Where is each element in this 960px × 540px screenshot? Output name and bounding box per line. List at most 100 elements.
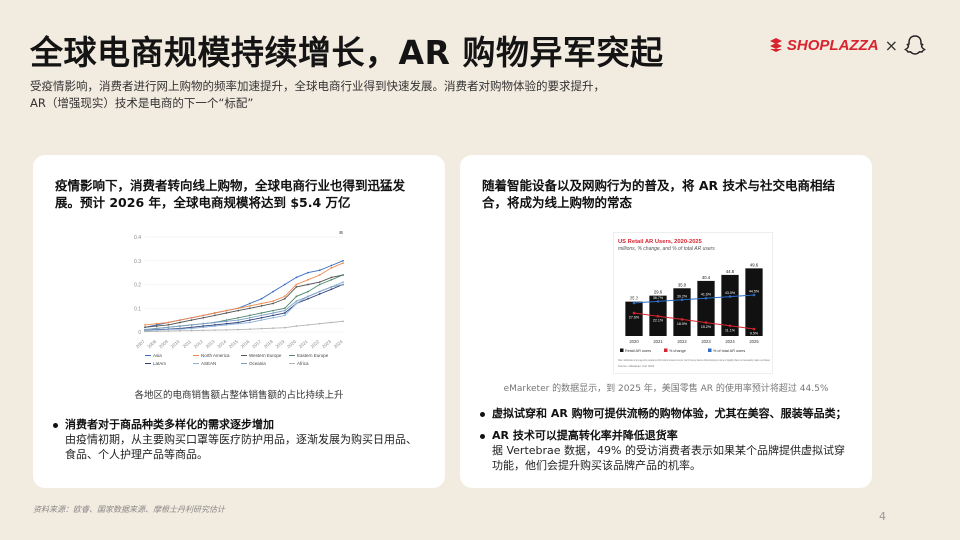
data-point xyxy=(248,302,251,305)
data-point xyxy=(330,288,333,291)
data-point xyxy=(295,285,298,288)
y-tick-label: 0.2 xyxy=(134,283,141,289)
x-tick-label: 2016 xyxy=(240,339,251,350)
x-tick-label: 2013 xyxy=(205,339,216,350)
legend-swatch xyxy=(620,348,624,352)
brand-name: SHOPLAZZA xyxy=(786,36,879,54)
data-point xyxy=(318,290,321,293)
data-point xyxy=(202,326,205,329)
series-line xyxy=(144,262,344,326)
y-tick-label: 0 xyxy=(138,330,141,336)
series-line xyxy=(144,284,344,331)
pct-total-label: 34.5% xyxy=(629,298,640,302)
chart-menu-icon: ≡ xyxy=(339,230,343,237)
bar-value-label: 25.2 xyxy=(630,296,639,301)
data-point xyxy=(272,302,275,305)
bar-chart-title: US Retail AR Users, 2020-2025 xyxy=(618,239,703,245)
data-point xyxy=(225,309,228,312)
bar-value-label: 44.8 xyxy=(726,269,735,274)
series-line xyxy=(144,284,344,332)
data-point xyxy=(330,266,333,269)
data-point xyxy=(237,316,240,319)
pct-total-label: 44.5% xyxy=(749,290,760,294)
y-tick-label: 0.4 xyxy=(134,235,141,241)
data-point xyxy=(167,330,170,332)
data-point xyxy=(342,259,344,262)
pct-change-label: 9.5% xyxy=(750,332,759,336)
data-point xyxy=(202,316,205,319)
right-bullet-2: AR 技术可以提高转化率并降低退货率 据 Vertebrae 数据，49% 的受… xyxy=(480,428,852,473)
bar-value-label: 40.4 xyxy=(702,275,711,280)
pct-change-point xyxy=(680,318,684,321)
data-point xyxy=(179,321,181,324)
data-point xyxy=(295,276,298,279)
x-tick-label: 2020 xyxy=(629,339,639,344)
data-point xyxy=(260,316,263,319)
data-point xyxy=(248,314,251,317)
x-tick-label: 2008 xyxy=(146,339,157,350)
legend-label: Africa xyxy=(297,361,309,366)
right-chart-caption: eMarketer 的数据显示，到 2025 年，美国零售 AR 的使用率预计将… xyxy=(503,384,829,394)
x-tick-label: 2019 xyxy=(275,339,286,350)
data-point xyxy=(330,276,333,279)
pct-change-point xyxy=(752,327,756,331)
data-point xyxy=(155,325,158,327)
data-point xyxy=(342,262,344,265)
data-point xyxy=(342,283,344,286)
data-point xyxy=(318,274,321,276)
x-tick-label: 2018 xyxy=(263,339,274,350)
data-point xyxy=(248,321,251,324)
data-point xyxy=(260,297,263,300)
data-point xyxy=(330,285,333,288)
bar-value-label: 35.0 xyxy=(678,282,687,287)
x-tick-label: 2014 xyxy=(216,339,227,350)
data-point xyxy=(330,278,333,281)
data-point xyxy=(260,314,263,317)
data-point xyxy=(225,312,228,314)
y-tick-label: 0.3 xyxy=(134,259,141,265)
data-point xyxy=(283,297,286,300)
brand-lockup: SHOPLAZZA × xyxy=(768,34,926,56)
pct-change-label: 22.1% xyxy=(653,319,664,323)
data-point xyxy=(179,328,181,331)
pct-total-label: 39.2% xyxy=(677,294,688,298)
data-point xyxy=(272,314,275,317)
bullet-dot-icon xyxy=(53,423,58,428)
data-point xyxy=(283,295,286,298)
data-point xyxy=(179,319,181,322)
data-point xyxy=(155,327,158,330)
data-point xyxy=(237,328,240,331)
shoplazza-logo: SHOPLAZZA xyxy=(768,37,879,54)
x-tick-label: 2023 xyxy=(321,339,332,350)
data-point xyxy=(248,316,251,319)
data-point xyxy=(237,309,240,312)
data-point xyxy=(295,302,298,305)
us-retail-ar-bar-chart: US Retail AR Users, 2020-2025 millions, %… xyxy=(613,232,773,374)
bar-value-label: 49.6 xyxy=(750,262,759,267)
left-card: 疫情影响下，消费者转向线上购物，全球电商行业也得到迅猛发展。预计 2026 年，… xyxy=(33,155,445,488)
data-point xyxy=(272,300,275,303)
x-tick-label: 2017 xyxy=(251,339,262,350)
data-point xyxy=(272,290,275,293)
data-point xyxy=(318,322,321,325)
line-chart-svg: 00.10.20.30.4≡2007 2008 2009 2010 2011 2012 20… xyxy=(134,230,344,366)
legend-label: Retail AR users xyxy=(625,349,651,353)
data-point xyxy=(283,309,286,312)
bar-chart-source: Source: eMarketer, Feb 2022 xyxy=(618,364,655,368)
page-number: 4 xyxy=(879,510,886,523)
bullet-dot-icon xyxy=(480,434,485,439)
bar-value-label: 29.6 xyxy=(654,290,663,295)
x-tick-label: 2012 xyxy=(193,339,204,350)
x-tick-label: 2021 xyxy=(653,339,663,344)
regional-ecommerce-line-chart: 0 0.1 0.2 0.3 0.4 ≡ 2007 2008 2009 2010 2011 2012 20… xyxy=(123,227,353,379)
y-tick-label: 0.1 xyxy=(134,306,141,312)
x-tick-label: 2022 xyxy=(309,339,320,350)
x-tick-label: 2010 xyxy=(170,339,181,350)
pct-change-point xyxy=(728,324,732,328)
data-point xyxy=(155,330,158,333)
data-point xyxy=(272,309,275,312)
x-tick-label: 2023 xyxy=(701,339,711,344)
data-point xyxy=(167,326,170,329)
data-point xyxy=(190,329,193,332)
data-point xyxy=(318,281,321,284)
